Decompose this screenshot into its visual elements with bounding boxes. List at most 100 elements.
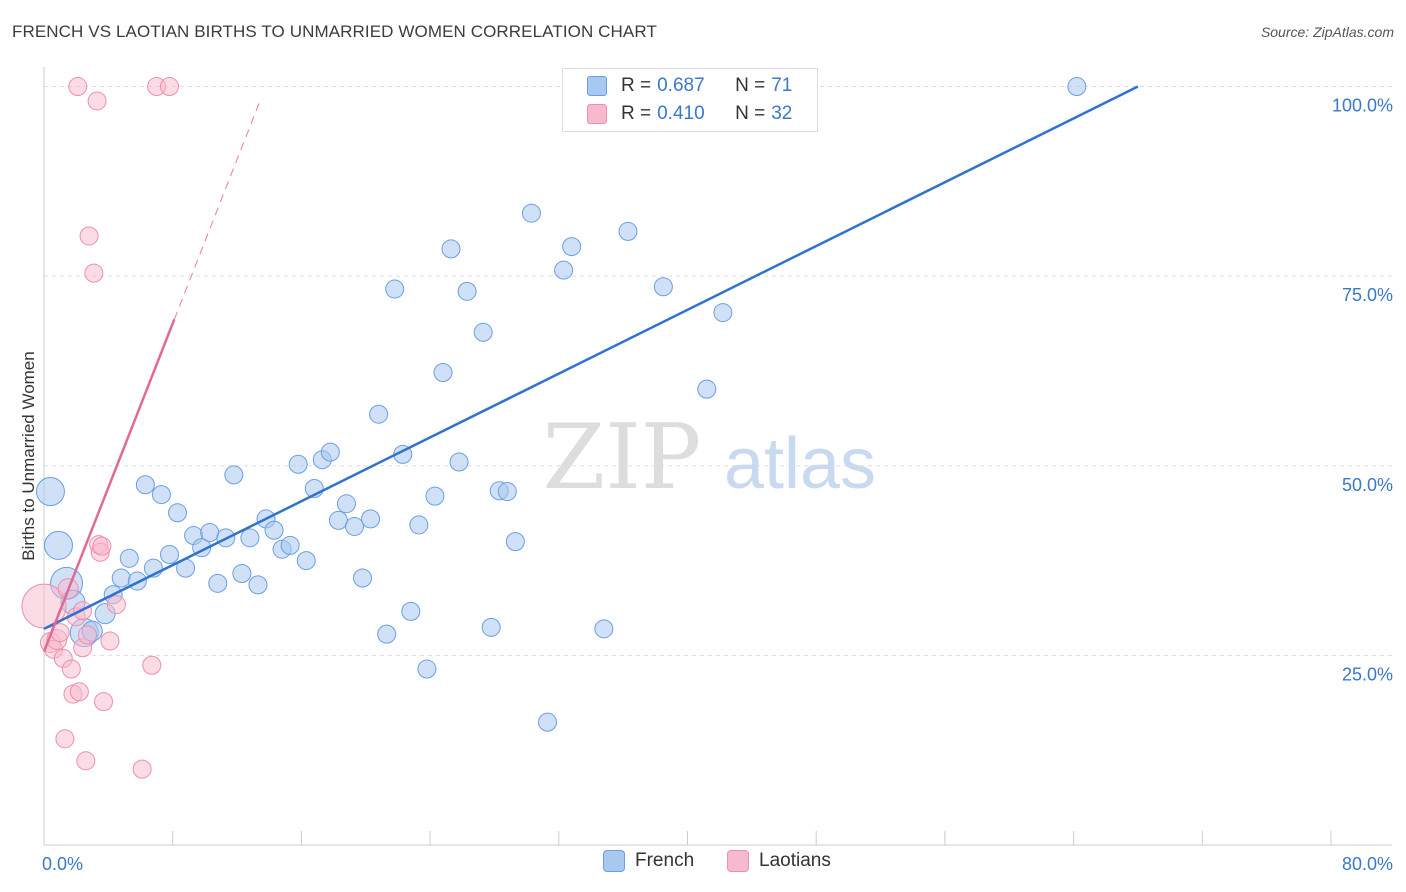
french-point[interactable]: [200, 523, 220, 543]
french-point[interactable]: [377, 624, 397, 644]
french-point[interactable]: [425, 486, 445, 506]
laotian-point[interactable]: [132, 759, 152, 779]
french-point[interactable]: [353, 568, 373, 588]
french-point[interactable]: [554, 260, 574, 280]
french-point[interactable]: [159, 545, 179, 565]
french-trend-line: [43, 85, 1139, 630]
french-point[interactable]: [481, 617, 501, 637]
legend-item-laotians[interactable]: Laotians: [727, 850, 831, 872]
french-point[interactable]: [538, 712, 558, 732]
laotian-swatch: [587, 104, 607, 124]
y-axis-label: Births to Unmarried Women: [19, 351, 38, 560]
french-point[interactable]: [264, 520, 284, 540]
french-point[interactable]: [127, 571, 147, 591]
french-r-value: 0.687: [657, 75, 705, 96]
french-point[interactable]: [401, 601, 421, 621]
laotian-point[interactable]: [94, 692, 114, 712]
laotian-point[interactable]: [76, 751, 96, 771]
laotian-point[interactable]: [79, 226, 99, 246]
french-r-label: R =: [621, 75, 652, 96]
laotian-point[interactable]: [69, 682, 89, 702]
french-point[interactable]: [713, 303, 733, 323]
french-point[interactable]: [35, 477, 65, 507]
french-point[interactable]: [385, 279, 405, 299]
french-point[interactable]: [449, 452, 469, 472]
laotian-point[interactable]: [68, 77, 88, 97]
french-point[interactable]: [441, 239, 461, 259]
french-point[interactable]: [562, 237, 582, 257]
french-point[interactable]: [119, 548, 139, 568]
french-point[interactable]: [111, 568, 131, 588]
laotian-point[interactable]: [77, 625, 97, 645]
french-point[interactable]: [505, 532, 525, 552]
french-point[interactable]: [43, 530, 73, 560]
laotian-point[interactable]: [106, 595, 126, 615]
french-point[interactable]: [497, 482, 517, 502]
french-point[interactable]: [208, 573, 228, 593]
french-point[interactable]: [224, 465, 244, 485]
tick-labels: 25.0% 50.0% 75.0% 100.0% 0.0% 80.0%: [42, 96, 1393, 874]
french-point[interactable]: [288, 454, 308, 474]
legend-row-laotian: R = 0.410 N = 32: [587, 101, 792, 127]
french-point[interactable]: [361, 509, 381, 529]
french-point[interactable]: [280, 535, 300, 555]
watermark-atlas: atlas: [724, 424, 876, 504]
french-point[interactable]: [344, 516, 364, 536]
legend-item-french[interactable]: French: [603, 850, 694, 872]
laotian-point[interactable]: [100, 631, 120, 651]
french-legend-swatch: [603, 850, 625, 872]
laotian-r-label: R =: [621, 103, 652, 124]
correlation-legend: R = 0.687 N = 71 R = 0.410 N = 32: [562, 68, 818, 132]
french-point[interactable]: [457, 281, 477, 301]
french-point[interactable]: [328, 510, 348, 530]
french-point[interactable]: [369, 404, 389, 424]
french-point[interactable]: [336, 494, 356, 514]
french-point[interactable]: [296, 551, 316, 571]
french-legend-label: French: [635, 850, 695, 871]
laotian-trend-extension: [173, 97, 262, 320]
laotian-point[interactable]: [159, 77, 179, 97]
laotian-legend-label: Laotians: [759, 850, 831, 871]
french-point[interactable]: [521, 203, 541, 223]
french-point[interactable]: [248, 575, 268, 595]
french-points: [35, 77, 1087, 732]
laotian-point[interactable]: [87, 91, 107, 111]
french-point[interactable]: [135, 475, 155, 495]
french-point[interactable]: [320, 442, 340, 462]
laotian-point[interactable]: [142, 655, 162, 675]
source-label: Source: ZipAtlas.com: [1260, 24, 1394, 40]
french-point[interactable]: [168, 503, 188, 523]
french-point[interactable]: [1067, 77, 1087, 97]
french-point[interactable]: [240, 528, 260, 548]
laotian-n-value: 32: [771, 103, 793, 124]
y-tick-label: 100.0%: [1332, 96, 1393, 116]
trend-lines: [42, 85, 1139, 653]
axes-layer: [43, 67, 1392, 846]
french-point[interactable]: [618, 221, 638, 241]
laotian-point[interactable]: [61, 659, 81, 679]
legend-row-french: R = 0.687 N = 71: [587, 73, 792, 99]
french-point[interactable]: [594, 619, 614, 639]
x-tick-label-min: 0.0%: [42, 854, 83, 874]
french-point[interactable]: [409, 515, 429, 535]
watermark-zip: ZIP: [543, 405, 702, 510]
french-point[interactable]: [433, 362, 453, 382]
french-point[interactable]: [473, 322, 493, 342]
french-point[interactable]: [151, 485, 171, 505]
laotian-point[interactable]: [92, 536, 112, 556]
french-n-value: 71: [771, 75, 793, 96]
y-tick-label: 50.0%: [1342, 475, 1393, 495]
laotian-trend-line: [42, 318, 176, 653]
y-tick-label: 75.0%: [1342, 285, 1393, 305]
french-point[interactable]: [653, 277, 673, 297]
french-point[interactable]: [697, 379, 717, 399]
french-point[interactable]: [232, 563, 252, 583]
laotian-legend-swatch: [727, 850, 749, 872]
french-point[interactable]: [417, 659, 437, 679]
laotian-n-label: N =: [735, 103, 766, 124]
french-n-label: N =: [735, 75, 766, 96]
laotian-point[interactable]: [55, 729, 75, 749]
series-legend: French Laotians: [0, 850, 1406, 878]
laotian-r-value: 0.410: [657, 103, 705, 124]
laotian-point[interactable]: [84, 263, 104, 283]
